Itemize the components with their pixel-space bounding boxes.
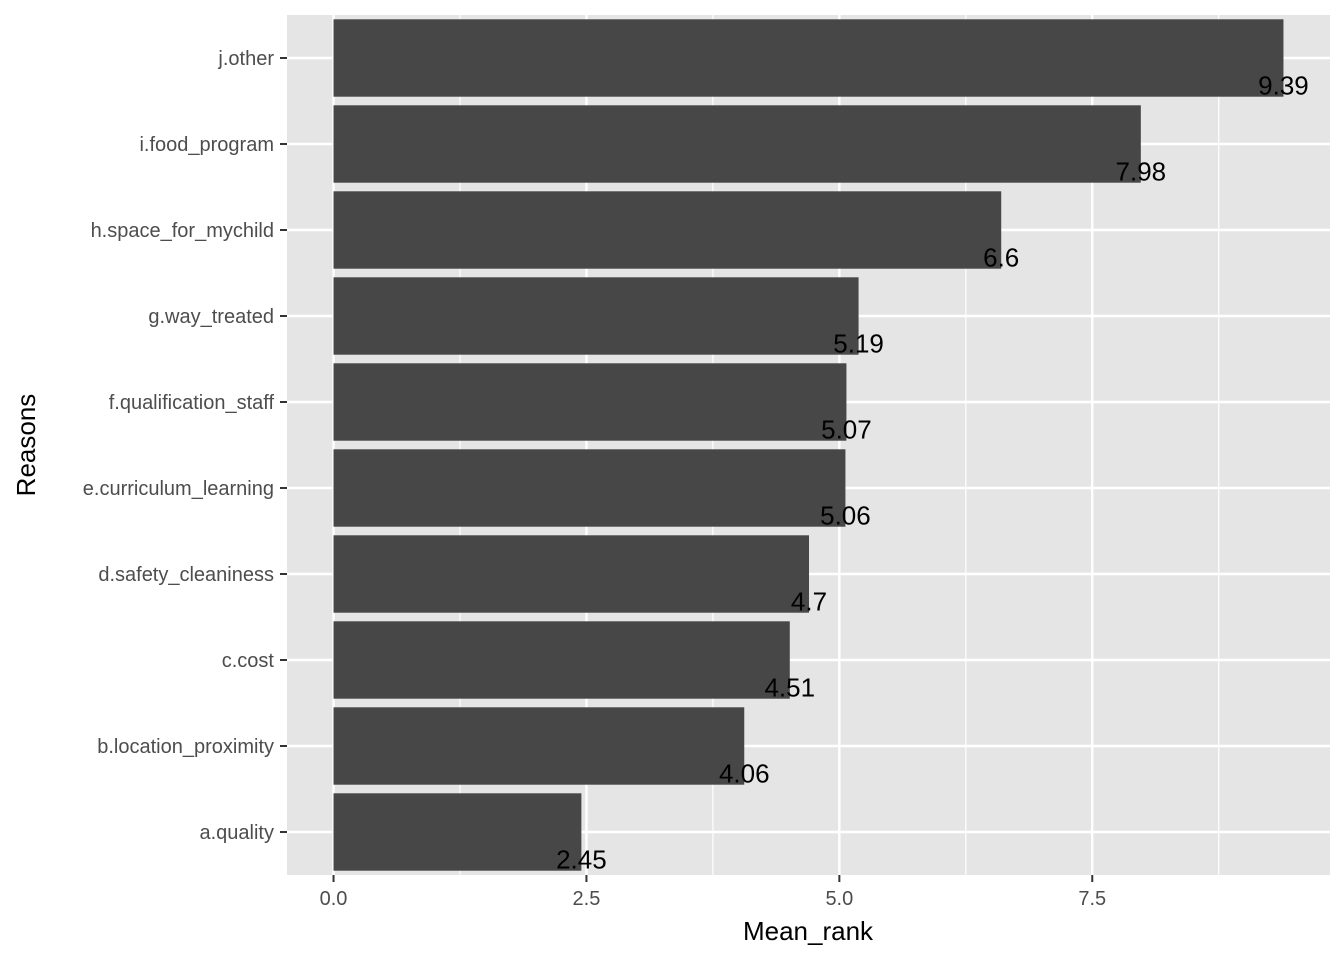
y-tick-label: e.curriculum_learning <box>83 478 274 500</box>
y-tick-label: b.location_proximity <box>97 736 274 758</box>
y-tick-label: c.cost <box>222 650 275 672</box>
bar <box>333 19 1284 97</box>
x-tick-label: 0.0 <box>320 888 348 910</box>
bar <box>333 535 810 613</box>
data-label: 7.98 <box>1116 157 1167 187</box>
x-axis-ticks: 0.0 2.5 5.0 7.5 <box>320 875 1106 910</box>
x-tick-label: 2.5 <box>573 888 601 910</box>
y-tick-label: h.space_for_mychild <box>91 220 274 242</box>
y-tick-label: j.other <box>217 48 274 70</box>
data-label: 4.06 <box>719 759 770 789</box>
y-tick-label: g.way_treated <box>148 306 274 328</box>
y-tick-label: a.quality <box>200 822 275 844</box>
data-label: 4.51 <box>764 673 815 703</box>
y-tick-label: d.safety_cleaniness <box>98 564 274 586</box>
bars <box>333 19 1284 871</box>
bar <box>333 449 846 527</box>
data-label: 9.39 <box>1258 71 1309 101</box>
bar <box>333 191 1002 269</box>
y-axis-title: Reasons <box>11 394 41 497</box>
y-axis-ticks: a.quality b.location_proximity c.cost d.saf… <box>83 48 287 844</box>
data-label: 5.19 <box>833 329 884 359</box>
bar <box>333 363 847 441</box>
data-label: 5.07 <box>821 415 872 445</box>
data-label: 5.06 <box>820 501 871 531</box>
y-tick-label: f.qualification_staff <box>109 392 275 414</box>
bar <box>333 105 1141 183</box>
bar <box>333 793 582 871</box>
data-labels: 2.45 4.06 4.51 4.7 5.06 5.07 5.19 6.6 7.98 9.39 <box>556 71 1309 875</box>
bar <box>333 707 745 785</box>
bar <box>333 621 790 699</box>
bar <box>333 277 859 355</box>
x-tick-label: 5.0 <box>825 888 853 910</box>
data-label: 2.45 <box>556 845 607 875</box>
data-label: 4.7 <box>791 587 827 617</box>
y-tick-label: i.food_program <box>139 134 274 156</box>
data-label: 6.6 <box>983 243 1019 273</box>
x-axis-title: Mean_rank <box>743 916 874 946</box>
x-tick-label: 7.5 <box>1078 888 1106 910</box>
